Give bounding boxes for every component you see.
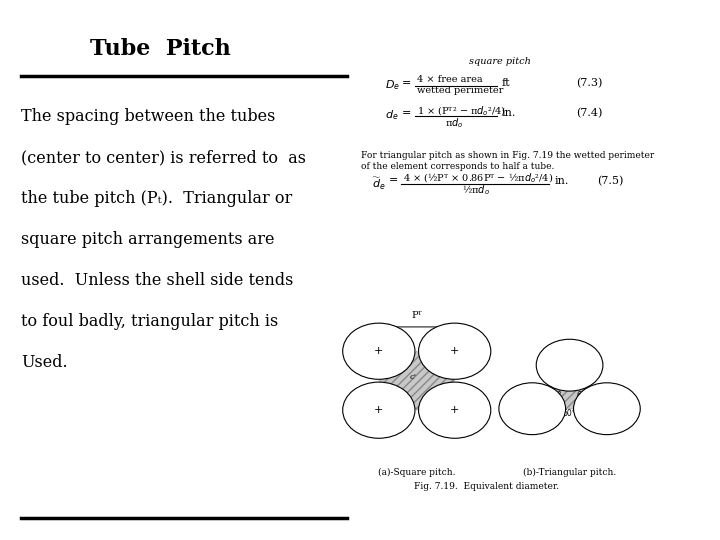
Text: $D_e$: $D_e$ xyxy=(385,78,400,92)
Text: wetted perimeter: wetted perimeter xyxy=(417,86,503,96)
Text: +: + xyxy=(450,346,459,356)
Text: (7.3): (7.3) xyxy=(577,78,603,89)
Circle shape xyxy=(343,323,415,379)
Text: =: = xyxy=(402,78,411,89)
Text: =: = xyxy=(389,176,398,186)
Text: (7.4): (7.4) xyxy=(577,108,603,118)
Circle shape xyxy=(536,339,603,391)
Text: Tube  Pitch: Tube Pitch xyxy=(90,38,231,60)
Text: $\widetilde{d}_e$: $\widetilde{d}_e$ xyxy=(372,176,385,192)
Circle shape xyxy=(499,383,566,435)
Text: 1 × (Pᵀ² − π$d_o$²/4): 1 × (Pᵀ² − π$d_o$²/4) xyxy=(417,104,505,118)
Text: Pᵀ: Pᵀ xyxy=(411,312,422,320)
Text: 4 × free area: 4 × free area xyxy=(417,75,482,84)
Text: +: + xyxy=(374,405,384,415)
Text: $d_e$: $d_e$ xyxy=(385,108,399,122)
Text: in.: in. xyxy=(502,108,516,118)
Text: c': c' xyxy=(410,373,417,381)
Circle shape xyxy=(574,383,640,435)
Text: +: + xyxy=(374,346,384,356)
Circle shape xyxy=(418,323,491,379)
Text: 60°: 60° xyxy=(577,392,590,400)
Circle shape xyxy=(418,382,491,438)
Text: 60°: 60° xyxy=(549,392,562,400)
Text: square pitch: square pitch xyxy=(469,57,531,66)
Text: (b)-Triangular pitch.: (b)-Triangular pitch. xyxy=(523,468,616,477)
Polygon shape xyxy=(379,351,454,410)
Text: (center to center) is referred to  as: (center to center) is referred to as xyxy=(21,149,306,166)
Text: (7.5): (7.5) xyxy=(598,176,624,186)
Text: For triangular pitch as shown in Fig. 7.19 the wetted perimeter: For triangular pitch as shown in Fig. 7.… xyxy=(361,151,654,160)
Text: The spacing between the tubes: The spacing between the tubes xyxy=(21,108,275,125)
Text: in.: in. xyxy=(554,176,569,186)
Text: π$d_o$: π$d_o$ xyxy=(444,116,463,130)
Text: Used.: Used. xyxy=(21,354,68,371)
Circle shape xyxy=(343,382,415,438)
Text: ft: ft xyxy=(502,78,510,89)
Polygon shape xyxy=(532,365,607,409)
Text: ½π$d_o$: ½π$d_o$ xyxy=(462,184,490,198)
Text: +: + xyxy=(450,405,459,415)
Text: the tube pitch (Pₜ).  Triangular or: the tube pitch (Pₜ). Triangular or xyxy=(21,190,292,207)
Text: Fig. 7.19.  Equivalent diameter.: Fig. 7.19. Equivalent diameter. xyxy=(414,482,559,491)
Text: used.  Unless the shell side tends: used. Unless the shell side tends xyxy=(21,272,293,289)
Text: of the element corresponds to half a tube.: of the element corresponds to half a tub… xyxy=(361,162,554,171)
Text: to foul badly, triangular pitch is: to foul badly, triangular pitch is xyxy=(21,313,278,330)
Text: =: = xyxy=(402,108,411,118)
Text: 60°: 60° xyxy=(563,409,577,418)
Text: square pitch arrangements are: square pitch arrangements are xyxy=(21,231,274,248)
Text: 4 × (½Pᵀ × 0.86Pᵀ − ½π$d_o$²/4): 4 × (½Pᵀ × 0.86Pᵀ − ½π$d_o$²/4) xyxy=(403,172,553,185)
Text: (a)-Square pitch.: (a)-Square pitch. xyxy=(378,468,456,477)
